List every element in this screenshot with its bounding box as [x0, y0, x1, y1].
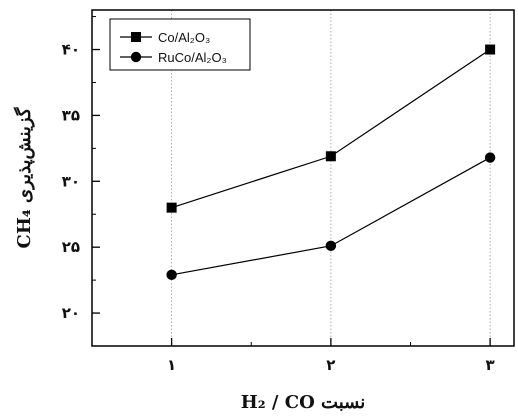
data-point-s2-x3: [484, 152, 496, 163]
legend: Co/Al₂O₃ RuCo/Al₂O₃: [109, 18, 251, 71]
y-tick-label-35: ۳۵: [62, 106, 80, 124]
x-tick-label-1: ۱: [167, 356, 176, 374]
legend-marker-1: [131, 32, 141, 42]
data-point-s2-x1: [166, 269, 177, 281]
data-point-s2-x2: [325, 240, 337, 252]
legend-marker-2: [130, 51, 142, 63]
y-tick-label-30: ۳۰: [62, 172, 80, 190]
y-axis-ticks: ۲۰ ۲۵ ۳۰ ۳۵ ۴۰: [62, 16, 100, 322]
data-point-s1-x2: [325, 151, 336, 162]
y-axis-title: گزینش‌پذیری CH₄: [13, 107, 35, 248]
y-tick-label-20: ۲۰: [62, 304, 80, 322]
legend-label-1: Co/Al₂O₃: [158, 30, 210, 45]
x-tick-label-3: ۳: [486, 356, 495, 374]
plot-frame: [91, 9, 515, 347]
data-series: [166, 44, 496, 281]
legend-box: [109, 18, 251, 71]
data-point-s1-x3: [485, 44, 496, 55]
x-axis-title: نسبت H₂ / CO: [241, 392, 365, 413]
legend-label-2: RuCo/Al₂O₃: [158, 50, 227, 65]
x-axis-ticks: ۱ ۲ ۳: [167, 338, 495, 374]
y-tick-label-40: ۴۰: [62, 41, 80, 59]
data-point-s1-x1: [166, 202, 177, 213]
y-tick-label-25: ۲۵: [62, 238, 80, 256]
x-tick-label-2: ۲: [326, 356, 335, 374]
